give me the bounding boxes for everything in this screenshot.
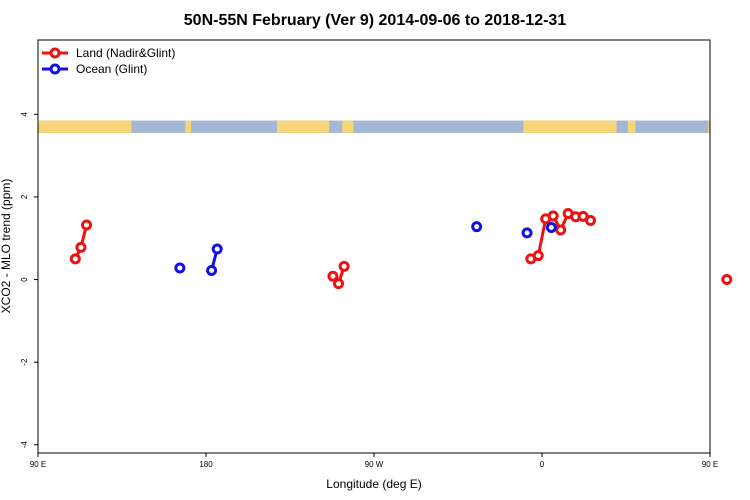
y-tick-label: 0 <box>20 277 29 282</box>
legend-ocean-marker-icon <box>49 63 61 75</box>
data-point <box>211 243 223 255</box>
y-axis-label: XCO2 - MLO trend (ppm) <box>0 179 13 314</box>
band-land-segment <box>38 120 132 133</box>
data-point <box>585 214 597 226</box>
y-axis: -4 -2 0 2 4 <box>20 112 38 449</box>
data-point <box>555 224 567 236</box>
data-point <box>81 219 93 231</box>
data-point <box>327 270 339 282</box>
series-layer <box>69 207 733 290</box>
x-tick-label: 0 <box>540 460 545 469</box>
plot-frame <box>37 39 711 454</box>
x-axis: 90 E 180 90 W 0 90 E <box>30 453 718 469</box>
data-point <box>532 250 544 262</box>
chart-title: 50N-55N February (Ver 9) 2014-09-06 to 2… <box>184 12 567 29</box>
data-point <box>338 260 350 272</box>
data-point <box>75 241 87 253</box>
data-point <box>174 262 186 274</box>
band-land-segment <box>276 120 330 133</box>
x-tick-label: 180 <box>199 460 213 469</box>
band-land-segment <box>627 120 636 133</box>
band-land-segment <box>185 120 192 133</box>
data-point <box>69 253 81 265</box>
land-ocean-band <box>38 120 710 133</box>
legend: Land (Nadir&Glint) Ocean (Glint) <box>42 46 175 76</box>
data-point <box>547 210 559 222</box>
series-0 <box>69 207 733 290</box>
series-1 <box>174 221 557 276</box>
y-tick-label: 4 <box>20 112 29 117</box>
legend-land-marker-icon <box>49 47 61 59</box>
data-point <box>471 221 483 233</box>
x-tick-label: 90 E <box>30 460 46 469</box>
x-axis-label: Longitude (deg E) <box>326 477 421 491</box>
data-point <box>333 278 345 290</box>
y-tick-label: -4 <box>20 441 29 449</box>
band-land-segment <box>523 120 617 133</box>
data-point <box>721 274 733 286</box>
legend-item-ocean: Ocean (Glint) <box>42 62 147 76</box>
y-tick-label: -2 <box>20 358 29 366</box>
data-point <box>545 222 557 234</box>
legend-item-land: Land (Nadir&Glint) <box>42 46 175 60</box>
data-point <box>206 264 218 276</box>
data-point <box>521 227 533 239</box>
legend-label-ocean: Ocean (Glint) <box>76 62 147 76</box>
band-land-segment <box>342 120 354 133</box>
x-tick-label: 90 E <box>702 460 718 469</box>
band-land-segment <box>708 120 710 133</box>
x-tick-label: 90 W <box>365 460 384 469</box>
y-tick-label: 2 <box>20 194 29 199</box>
legend-label-land: Land (Nadir&Glint) <box>76 46 175 60</box>
